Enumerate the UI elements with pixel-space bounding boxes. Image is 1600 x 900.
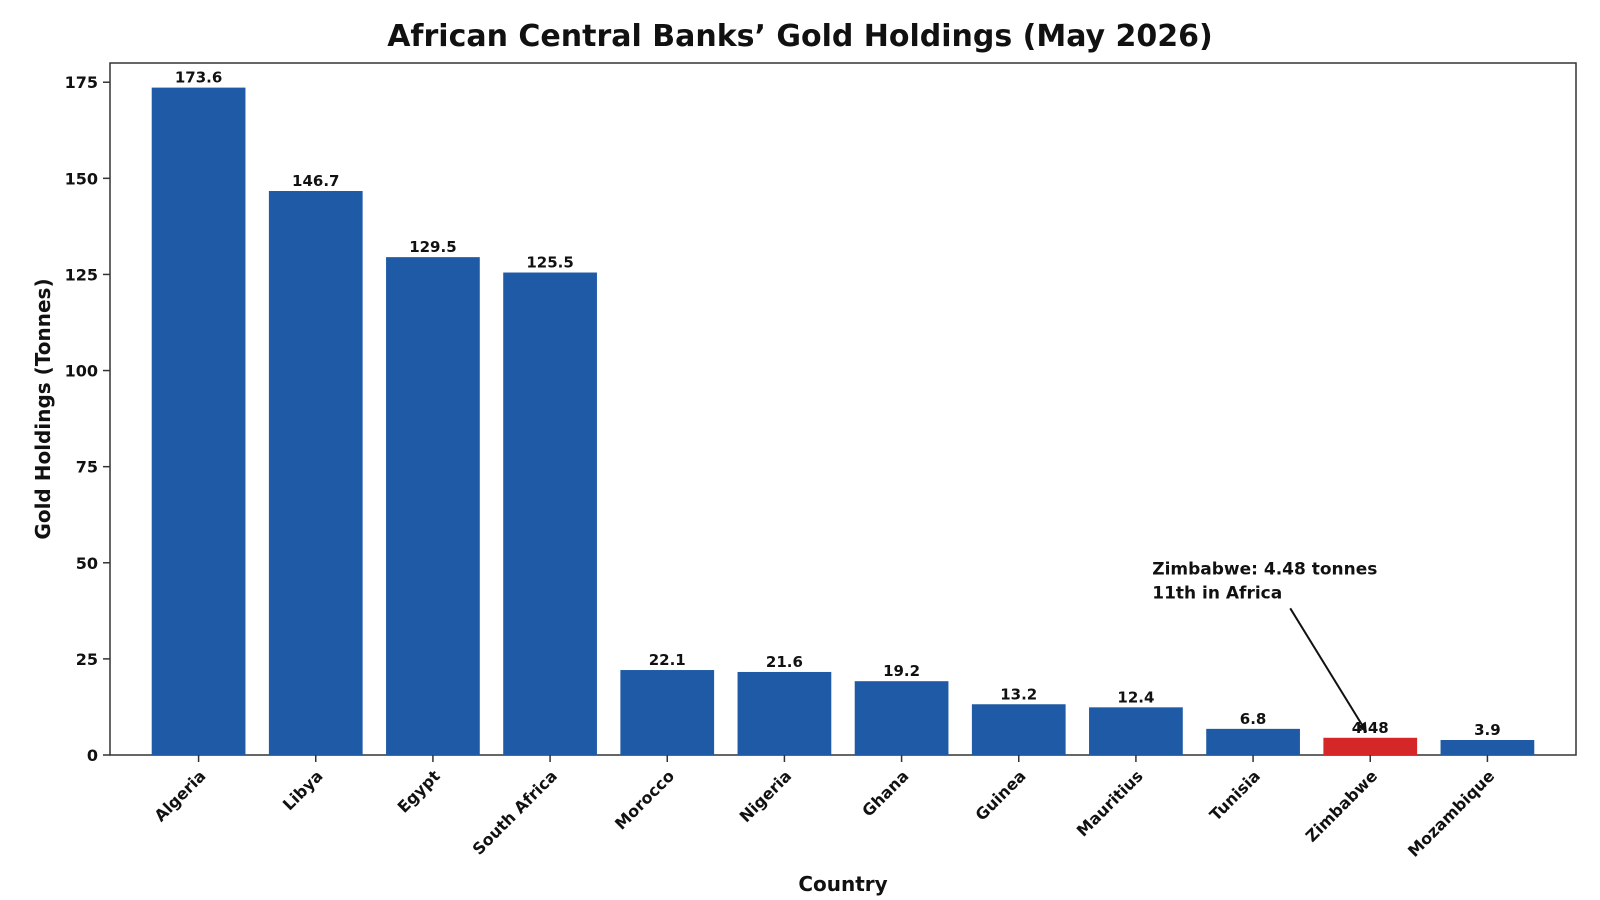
y-tick-label: 50 — [76, 554, 98, 573]
annotation-arrow — [1289, 607, 1368, 733]
bar-mozambique — [1440, 740, 1535, 755]
x-tick-label: Algeria — [150, 766, 209, 825]
bar-morocco — [620, 670, 715, 755]
bar-value-label: 125.5 — [526, 254, 573, 272]
bar-south-africa — [503, 272, 597, 755]
bar-tunisia — [1206, 728, 1300, 755]
y-tick-label: 150 — [65, 169, 98, 188]
annotation-text-line: Zimbabwe: 4.48 tonnes — [1152, 559, 1377, 579]
y-tick-label: 100 — [65, 362, 98, 381]
annotation: Zimbabwe: 4.48 tonnes 11th in Africa — [1152, 559, 1377, 733]
annotation-text-line: 11th in Africa — [1152, 583, 1282, 603]
bar-value-label: 13.2 — [1000, 685, 1037, 703]
x-tick-label: Libya — [279, 766, 327, 814]
plot-area — [109, 62, 1577, 756]
x-tick-label: Guinea — [972, 766, 1030, 824]
x-tick-label: Morocco — [611, 766, 678, 833]
y-axis-label: Gold Holdings (Tonnes) — [31, 278, 55, 539]
x-tick-label: Nigeria — [736, 766, 796, 826]
x-tick-label: Mauritius — [1073, 766, 1147, 840]
chart-title: African Central Banks’ Gold Holdings (Ma… — [387, 19, 1213, 54]
bar-value-label: 22.1 — [649, 651, 686, 669]
bar-mauritius — [1089, 707, 1183, 755]
bar-algeria — [151, 87, 246, 756]
x-tick-label: Ghana — [858, 766, 912, 820]
y-tick-label: 125 — [65, 265, 98, 284]
y-tick-label: 25 — [76, 650, 98, 669]
bar-value-label: 12.4 — [1117, 688, 1154, 706]
bar-value-label: 173.6 — [175, 69, 222, 87]
bar-guinea — [971, 704, 1066, 755]
bar-value-label: 4.48 — [1352, 719, 1389, 737]
x-axis-label: Country — [798, 872, 887, 896]
x-tick-label: Zimbabwe — [1302, 766, 1381, 845]
bar-libya — [268, 191, 363, 755]
bar-egypt — [386, 257, 480, 755]
x-axis: Algeria Libya Egypt South Africa Morocco Nige… — [150, 755, 1498, 861]
bar-value-label: 146.7 — [292, 172, 339, 190]
y-tick-label: 75 — [76, 458, 98, 477]
y-tick-label: 175 — [65, 73, 98, 92]
x-tick-label: Tunisia — [1206, 766, 1264, 824]
bar-value-label: 129.5 — [409, 238, 456, 256]
x-tick-label: Egypt — [394, 766, 444, 816]
bar-nigeria — [737, 671, 832, 755]
bar-value-label: 21.6 — [766, 653, 803, 671]
y-tick-label: 0 — [87, 746, 98, 765]
bar-zimbabwe — [1323, 737, 1418, 755]
bar-series: 173.6 146.7 129.5 125.5 22.1 21.6 19.2 13.2 12.4… — [151, 69, 1535, 756]
bar-ghana — [854, 681, 949, 755]
bar-value-label: 3.9 — [1474, 721, 1501, 739]
bar-value-label: 6.8 — [1240, 710, 1267, 728]
x-tick-label: Mozambique — [1404, 766, 1498, 860]
x-tick-label: South Africa — [469, 766, 561, 858]
bar-value-label: 19.2 — [883, 662, 920, 680]
y-axis: 0 25 50 75 100 125 150 175 — [65, 73, 110, 765]
